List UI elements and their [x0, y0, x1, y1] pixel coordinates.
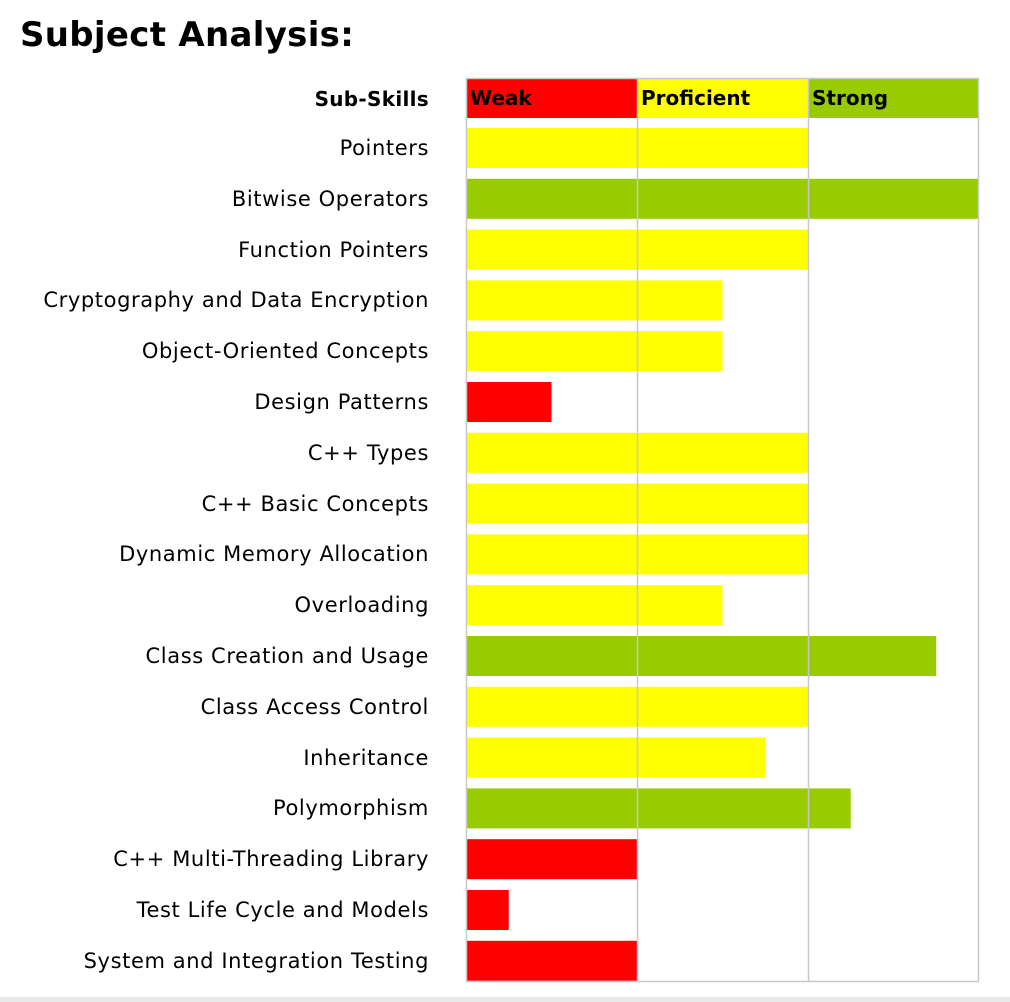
bar-polymorphism	[466, 788, 851, 829]
row-label-design-patterns: Design Patterns	[254, 390, 429, 414]
bar-c-multi-threading-library	[466, 839, 637, 880]
bar-cryptography-and-data-encryption	[466, 280, 723, 321]
row-label-system-and-integration-testing: System and Integration Testing	[83, 948, 429, 973]
band-header-weak	[466, 78, 637, 118]
row-label-test-life-cycle-and-models: Test Life Cycle and Models	[136, 898, 429, 922]
bar-test-life-cycle-and-models	[466, 890, 509, 930]
row-label-polymorphism: Polymorphism	[272, 796, 429, 821]
row-label-c-multi-threading-library: C++ Multi-Threading Library	[113, 847, 429, 872]
bar-class-creation-and-usage	[466, 636, 937, 676]
row-label-dynamic-memory-allocation: Dynamic Memory Allocation	[119, 542, 429, 567]
row-label-overloading: Overloading	[294, 593, 429, 618]
row-label-class-creation-and-usage: Class Creation and Usage	[145, 644, 429, 668]
row-label-c-basic-concepts: C++ Basic Concepts	[201, 491, 429, 516]
row-label-c-types: C++ Types	[307, 440, 429, 465]
band-header-proficient	[637, 78, 808, 118]
row-label-pointers: Pointers	[339, 136, 429, 160]
band-label-proficient: Proficient	[641, 86, 751, 110]
band-label-weak: Weak	[470, 86, 532, 110]
bottom-divider	[0, 997, 1010, 1002]
bar-design-patterns	[466, 382, 552, 422]
page-title: Subject Analysis:	[20, 15, 355, 55]
row-label-cryptography-and-data-encryption: Cryptography and Data Encryption	[43, 288, 429, 313]
band-header-strong	[808, 78, 979, 118]
row-label-class-access-control: Class Access Control	[200, 694, 429, 719]
bar-overloading	[466, 585, 723, 626]
row-label-object-oriented-concepts: Object-Oriented Concepts	[141, 339, 429, 364]
bar-bitwise-operators	[466, 178, 979, 219]
sub-skills-header: Sub-Skills	[314, 87, 429, 111]
band-label-strong: Strong	[812, 86, 889, 110]
bar-system-and-integration-testing	[466, 940, 637, 981]
row-label-bitwise-operators: Bitwise Operators	[231, 186, 429, 211]
bar-inheritance	[466, 737, 766, 778]
row-label-inheritance: Inheritance	[303, 745, 429, 770]
row-label-function-pointers: Function Pointers	[238, 237, 429, 262]
bar-object-oriented-concepts	[466, 331, 723, 372]
